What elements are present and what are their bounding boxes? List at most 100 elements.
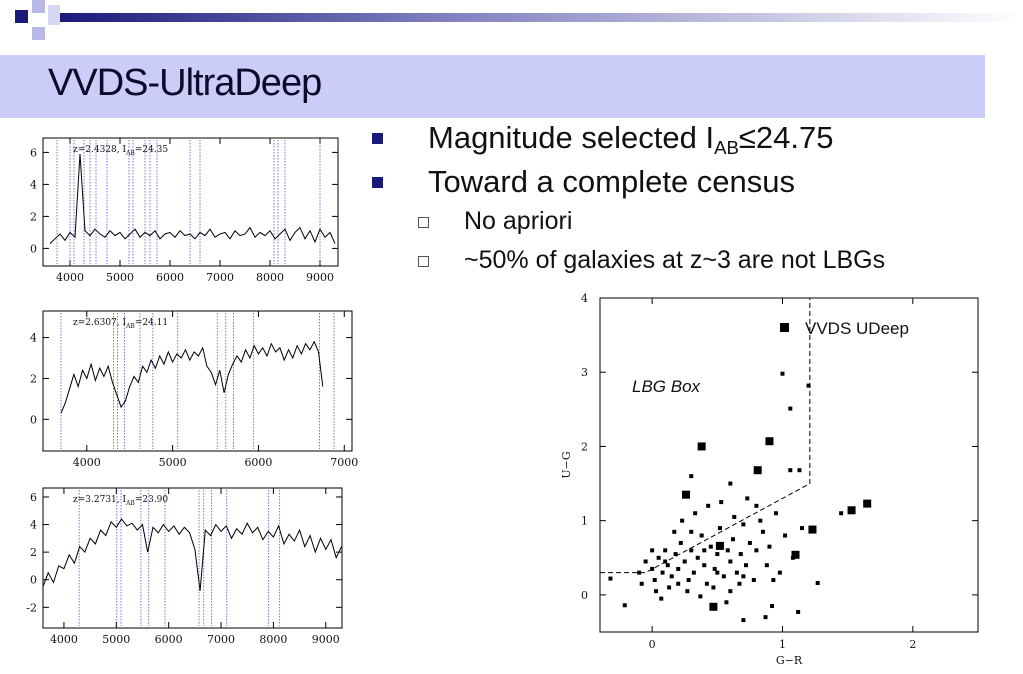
point bbox=[763, 615, 768, 620]
point bbox=[732, 514, 737, 519]
y-tick-label: 4 bbox=[30, 332, 37, 345]
plot-frame bbox=[42, 487, 343, 629]
point bbox=[791, 550, 800, 559]
point bbox=[797, 468, 802, 473]
point bbox=[711, 585, 716, 590]
point bbox=[650, 548, 655, 553]
point bbox=[663, 559, 668, 564]
point bbox=[665, 563, 670, 568]
x-tick-label: 5000 bbox=[159, 456, 187, 469]
y-tick-label: -2 bbox=[26, 601, 37, 614]
point bbox=[725, 548, 730, 553]
point bbox=[767, 544, 772, 549]
point bbox=[796, 609, 801, 614]
deco-square bbox=[15, 10, 28, 23]
plot-frame bbox=[599, 297, 979, 633]
point bbox=[741, 574, 746, 579]
point bbox=[715, 570, 720, 575]
top-bar bbox=[60, 13, 1023, 22]
point bbox=[730, 537, 735, 542]
plot-frame bbox=[42, 137, 339, 267]
point bbox=[702, 563, 707, 568]
slide-title: VVDS-UltraDeep bbox=[48, 62, 322, 104]
point bbox=[699, 533, 704, 538]
point bbox=[765, 437, 774, 446]
point bbox=[728, 481, 733, 486]
annotation-part: =23.90 bbox=[135, 495, 169, 505]
x-tick-label: 6000 bbox=[244, 456, 272, 469]
bullet-text: ~50% of galaxies at z~3 are not LBGs bbox=[464, 246, 886, 274]
point bbox=[669, 574, 674, 579]
point bbox=[691, 570, 696, 575]
point bbox=[790, 555, 795, 560]
point bbox=[680, 518, 685, 523]
x-tick-label: 6000 bbox=[155, 633, 183, 646]
x-tick-label: 1 bbox=[779, 638, 786, 651]
point bbox=[715, 552, 720, 557]
x-axis-label: G−R bbox=[776, 654, 803, 667]
x-tick-label: 7000 bbox=[330, 456, 358, 469]
bullet-marker bbox=[418, 217, 429, 228]
annotation-part: =24.35 bbox=[135, 145, 169, 155]
point bbox=[650, 566, 655, 571]
deco-square bbox=[32, 0, 45, 13]
point bbox=[728, 559, 733, 564]
bullet-text: Magnitude selected IAB≤24.75 bbox=[428, 120, 833, 159]
y-tick-label: 4 bbox=[30, 178, 37, 191]
point bbox=[654, 589, 659, 594]
point bbox=[777, 570, 782, 575]
point bbox=[685, 589, 690, 594]
point bbox=[678, 540, 683, 545]
y-tick-label: 2 bbox=[30, 372, 37, 385]
spectrum-line bbox=[42, 518, 342, 591]
y-tick-label: 0 bbox=[30, 242, 37, 255]
point bbox=[738, 552, 743, 557]
point bbox=[676, 566, 681, 571]
y-tick-label: 6 bbox=[30, 491, 37, 504]
point bbox=[704, 581, 709, 586]
bullet-text: No apriori bbox=[464, 207, 573, 235]
y-tick-label: 2 bbox=[30, 210, 37, 223]
annotation-part: AB bbox=[125, 323, 135, 330]
x-tick-label: 4000 bbox=[50, 633, 78, 646]
y-tick-label: 3 bbox=[581, 366, 588, 379]
x-tick-label: 5000 bbox=[102, 633, 130, 646]
point bbox=[717, 526, 722, 531]
point bbox=[815, 581, 820, 586]
point bbox=[698, 594, 703, 599]
x-tick-label: 8000 bbox=[259, 633, 287, 646]
annotation-part: z=2.4328, I bbox=[73, 145, 126, 155]
y-tick-label: 0 bbox=[581, 589, 588, 602]
x-tick-label: 8000 bbox=[256, 271, 284, 284]
point bbox=[788, 406, 793, 411]
point bbox=[673, 552, 678, 557]
plot-frame bbox=[42, 310, 353, 452]
y-tick-label: 0 bbox=[30, 413, 37, 426]
spectrum-line bbox=[60, 340, 324, 414]
point bbox=[719, 500, 724, 505]
point bbox=[758, 518, 763, 523]
point bbox=[715, 541, 724, 550]
point bbox=[660, 570, 665, 575]
point bbox=[734, 570, 739, 575]
point bbox=[639, 581, 644, 586]
bullet-marker bbox=[372, 177, 383, 188]
point bbox=[672, 529, 677, 534]
y-axis-label: U−G bbox=[560, 451, 573, 478]
point bbox=[788, 468, 793, 473]
point bbox=[682, 559, 687, 564]
text: Magnitude selected I bbox=[428, 120, 715, 155]
x-tick-label: 7000 bbox=[206, 271, 234, 284]
annotation: z=3.2731, IAB=23.90 bbox=[73, 495, 168, 507]
point bbox=[741, 522, 746, 527]
point bbox=[806, 383, 811, 388]
point bbox=[839, 511, 844, 516]
point bbox=[697, 442, 706, 451]
deco-square bbox=[32, 27, 45, 40]
point bbox=[622, 603, 627, 608]
point bbox=[724, 600, 729, 605]
annotation: z=2.4328, IAB=24.35 bbox=[73, 145, 168, 157]
x-tick-label: 9000 bbox=[312, 633, 340, 646]
